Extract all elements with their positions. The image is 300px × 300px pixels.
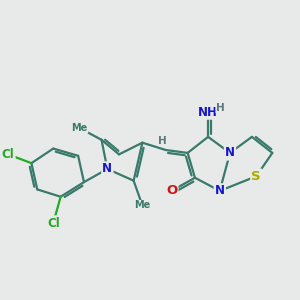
Text: N: N [225, 146, 235, 159]
Text: S: S [251, 170, 261, 183]
Text: O: O [166, 184, 177, 197]
Text: Cl: Cl [2, 148, 14, 161]
Text: Cl: Cl [47, 217, 60, 230]
Text: H: H [216, 103, 225, 113]
Text: H: H [158, 136, 167, 146]
Text: Me: Me [71, 123, 88, 133]
Text: Me: Me [134, 200, 151, 211]
Text: N: N [215, 184, 225, 197]
Text: NH: NH [198, 106, 218, 118]
Text: N: N [102, 163, 112, 176]
